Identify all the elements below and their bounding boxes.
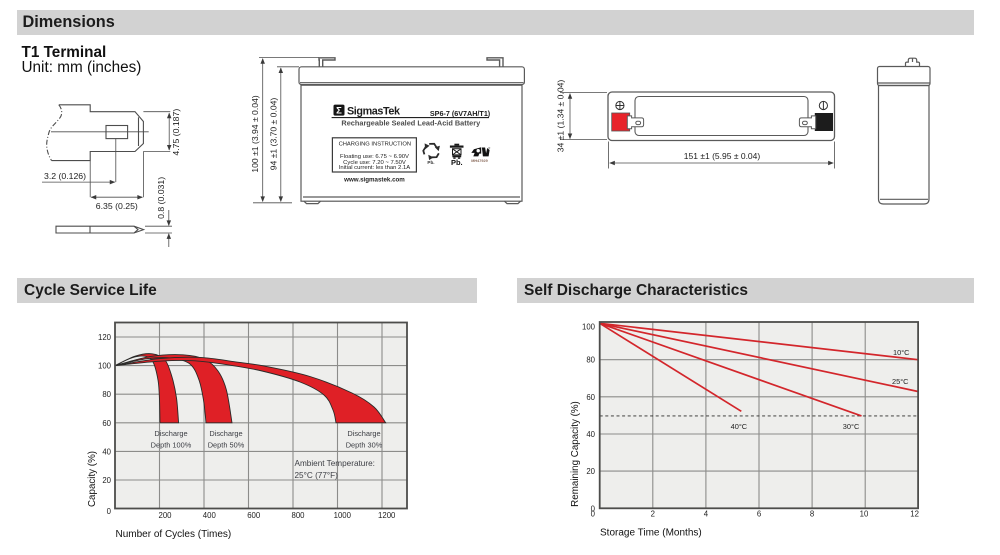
svg-text:Cycle use: 7.20 ~ 7.50V: Cycle use: 7.20 ~ 7.50V — [343, 160, 406, 166]
svg-text:80: 80 — [586, 356, 595, 365]
svg-text:10°C: 10°C — [893, 348, 910, 357]
svg-text:10: 10 — [860, 510, 869, 519]
svg-text:20: 20 — [586, 467, 595, 476]
svg-text:www.sigmastek.com: www.sigmastek.com — [343, 177, 405, 184]
svg-text:100: 100 — [98, 362, 112, 371]
svg-text:100: 100 — [582, 323, 596, 332]
svg-text:Pb.: Pb. — [451, 158, 463, 167]
svg-text:0: 0 — [107, 507, 112, 516]
svg-text:4.75 (0.187): 4.75 (0.187) — [171, 109, 181, 156]
svg-text:CHARGING INSTRUCTION: CHARGING INSTRUCTION — [339, 142, 411, 148]
svg-text:Capacity (%): Capacity (%) — [87, 451, 98, 507]
svg-text:Discharge: Discharge — [347, 429, 380, 438]
svg-text:12: 12 — [910, 510, 919, 519]
svg-text:SP6-7 (6V7AH/T1): SP6-7 (6V7AH/T1) — [430, 109, 491, 118]
svg-text:94 ±1 (3.70 ± 0.04): 94 ±1 (3.70 ± 0.04) — [268, 98, 278, 171]
svg-text:400: 400 — [203, 511, 217, 520]
svg-text:0.8 (0.031): 0.8 (0.031) — [156, 177, 166, 219]
svg-text:151 ±1 (5.95 ± 0.04): 151 ±1 (5.95 ± 0.04) — [684, 151, 761, 161]
svg-text:Depth 30%: Depth 30% — [346, 441, 383, 450]
svg-text:0: 0 — [591, 504, 596, 513]
svg-text:4: 4 — [704, 510, 709, 519]
svg-text:Initial current: les than 2.1A: Initial current: les than 2.1A — [339, 165, 410, 171]
svg-text:20: 20 — [102, 476, 111, 485]
svg-text:SigmasTek: SigmasTek — [347, 106, 401, 118]
svg-text:40: 40 — [586, 430, 595, 439]
svg-text:600: 600 — [247, 511, 261, 520]
svg-text:40: 40 — [102, 447, 111, 456]
svg-text:30°C: 30°C — [843, 422, 860, 431]
svg-text:25°C: 25°C — [892, 377, 909, 386]
svg-text:6.35 (0.25): 6.35 (0.25) — [96, 201, 138, 211]
svg-text:Discharge: Discharge — [154, 429, 187, 438]
svg-text:Discharge: Discharge — [209, 429, 242, 438]
svg-text:Ambient Temperature:: Ambient Temperature: — [295, 459, 375, 468]
svg-text:60: 60 — [102, 419, 111, 428]
svg-text:Depth 50%: Depth 50% — [208, 441, 245, 450]
svg-text:100 ±1 (3.94 ± 0.04): 100 ±1 (3.94 ± 0.04) — [250, 95, 260, 172]
svg-text:34 ±1 (1.34 ± 0.04): 34 ±1 (1.34 ± 0.04) — [556, 80, 566, 153]
svg-text:0: 0 — [591, 510, 596, 519]
svg-text:40°C: 40°C — [731, 422, 748, 431]
svg-text:25°C (77°F): 25°C (77°F) — [295, 471, 339, 480]
svg-text:Number of Cycles (Times): Number of Cycles (Times) — [116, 529, 232, 540]
svg-text:3.2 (0.126): 3.2 (0.126) — [44, 171, 86, 181]
svg-text:1000: 1000 — [334, 511, 352, 520]
svg-text:6: 6 — [757, 510, 761, 519]
svg-text:200: 200 — [158, 511, 172, 520]
svg-text:60: 60 — [586, 393, 595, 402]
svg-text:120: 120 — [98, 333, 112, 342]
svg-text:Pb.: Pb. — [427, 160, 434, 165]
svg-text:Depth 100%: Depth 100% — [151, 441, 192, 450]
svg-text:Remaining Capacity (%): Remaining Capacity (%) — [570, 401, 581, 507]
svg-text:Rechargeable Sealed Lead-Acid: Rechargeable Sealed Lead-Acid Battery — [341, 119, 481, 128]
svg-text:8: 8 — [810, 510, 814, 519]
svg-text:800: 800 — [291, 511, 305, 520]
svg-text:2: 2 — [651, 510, 655, 519]
svg-text:1200: 1200 — [378, 511, 396, 520]
svg-text:Floating use: 6.75 ~ 6.90V: Floating use: 6.75 ~ 6.90V — [340, 154, 409, 160]
svg-text:MH47929: MH47929 — [471, 159, 487, 163]
svg-text:Σ: Σ — [336, 105, 342, 116]
svg-text:80: 80 — [102, 390, 111, 399]
svg-text:Storage Time (Months): Storage Time (Months) — [600, 528, 702, 539]
